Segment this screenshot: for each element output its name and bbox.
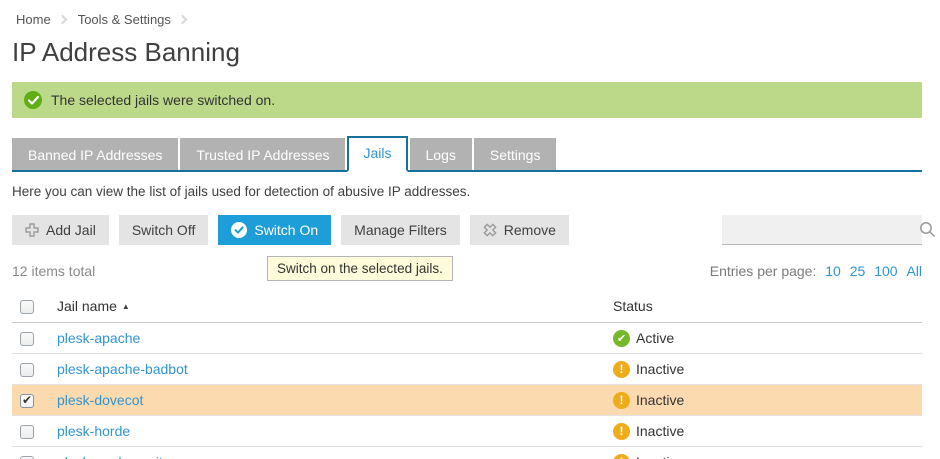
jails-table: Jail name ▲ Status plesk-apache Active pl… bbox=[12, 293, 922, 459]
status-badge: Inactive bbox=[636, 423, 685, 440]
breadcrumb-tools-settings[interactable]: Tools & Settings bbox=[77, 12, 171, 27]
column-header-jail-name[interactable]: Jail name ▲ bbox=[57, 293, 613, 323]
jail-name-header-label: Jail name bbox=[57, 298, 117, 315]
success-banner-message: The selected jails were switched on. bbox=[51, 92, 276, 108]
switch-off-button[interactable]: Switch Off bbox=[118, 215, 209, 245]
tab-trusted-ip-addresses[interactable]: Trusted IP Addresses bbox=[180, 138, 346, 170]
manage-filters-button[interactable]: Manage Filters bbox=[341, 215, 460, 245]
entries-option-all[interactable]: All bbox=[906, 263, 922, 279]
entries-option-25[interactable]: 25 bbox=[849, 263, 866, 279]
status-icon bbox=[613, 360, 630, 378]
status-icon bbox=[613, 422, 630, 440]
table-row: plesk-dovecot Inactive bbox=[12, 384, 922, 416]
switch-on-tooltip: Switch on the selected jails. bbox=[267, 256, 453, 281]
search-box bbox=[722, 215, 936, 245]
status-badge: Inactive bbox=[636, 361, 685, 378]
row-checkbox[interactable] bbox=[20, 393, 34, 409]
x-icon bbox=[483, 223, 497, 237]
remove-button[interactable]: Remove bbox=[469, 215, 569, 245]
tab-logs[interactable]: Logs bbox=[409, 138, 472, 170]
search-icon[interactable] bbox=[919, 221, 936, 238]
add-jail-button[interactable]: Add Jail bbox=[12, 215, 109, 245]
switch-on-label: Switch On bbox=[254, 222, 319, 238]
status-icon bbox=[613, 453, 630, 459]
row-checkbox[interactable] bbox=[20, 425, 34, 440]
tab-jails[interactable]: Jails bbox=[347, 136, 408, 172]
switch-on-button[interactable]: Switch On bbox=[218, 215, 332, 245]
jail-link[interactable]: plesk-dovecot bbox=[57, 392, 144, 409]
column-header-status: Status bbox=[613, 298, 653, 315]
add-jail-label: Add Jail bbox=[46, 222, 96, 238]
status-badge: Inactive bbox=[636, 392, 685, 409]
jail-link[interactable]: plesk-apache-badbot bbox=[57, 361, 188, 378]
table-row: plesk-apache-badbot Inactive bbox=[12, 354, 922, 385]
table-header-row: Jail name ▲ Status bbox=[12, 293, 922, 323]
chevron-right-icon bbox=[57, 14, 68, 25]
entries-per-page: Entries per page: 10 25 100 All bbox=[710, 263, 922, 279]
entries-option-10[interactable]: 10 bbox=[825, 263, 841, 279]
select-all-checkbox[interactable] bbox=[20, 300, 34, 315]
breadcrumb: Home Tools & Settings bbox=[12, 10, 922, 29]
search-input[interactable] bbox=[722, 215, 919, 244]
entries-option-100[interactable]: 100 bbox=[874, 263, 898, 279]
tab-bar: Banned IP Addresses Trusted IP Addresses… bbox=[12, 136, 922, 172]
tab-description: Here you can view the list of jails used… bbox=[12, 184, 471, 199]
remove-label: Remove bbox=[503, 222, 556, 238]
items-total: 12 items total bbox=[12, 263, 96, 279]
check-circle-icon bbox=[231, 222, 248, 238]
sort-asc-icon: ▲ bbox=[121, 302, 130, 312]
table-row: plesk-horde Inactive bbox=[12, 416, 922, 447]
page-title: IP Address Banning bbox=[12, 37, 240, 67]
list-meta-row: 12 items total Switch on the selected ja… bbox=[12, 256, 922, 283]
toolbar: Add Jail Switch Off Switch On Manage Fil… bbox=[12, 215, 936, 245]
table-row: plesk-apache Active bbox=[12, 323, 922, 354]
plus-icon bbox=[25, 223, 39, 237]
status-icon bbox=[613, 391, 630, 409]
jail-link[interactable]: plesk-horde bbox=[57, 423, 131, 440]
table-row: plesk-modsecurity Inactive bbox=[12, 447, 922, 459]
switch-off-label: Switch Off bbox=[131, 222, 196, 238]
status-badge: Inactive bbox=[636, 454, 684, 459]
entries-per-page-label: Entries per page: bbox=[709, 263, 817, 279]
row-checkbox[interactable] bbox=[20, 363, 34, 378]
jail-link[interactable]: plesk-apache bbox=[57, 330, 141, 347]
chevron-right-icon bbox=[177, 14, 188, 25]
row-checkbox[interactable] bbox=[20, 332, 34, 347]
manage-filters-label: Manage Filters bbox=[354, 222, 447, 238]
success-banner: The selected jails were switched on. bbox=[12, 82, 922, 118]
success-check-icon bbox=[24, 91, 42, 109]
tab-banned-ip-addresses[interactable]: Banned IP Addresses bbox=[12, 138, 179, 170]
tab-settings[interactable]: Settings bbox=[473, 138, 557, 170]
breadcrumb-home[interactable]: Home bbox=[16, 12, 51, 27]
status-icon bbox=[613, 329, 630, 347]
toolbar-button-group: Add Jail Switch Off Switch On Manage Fil… bbox=[12, 215, 569, 245]
status-badge: Active bbox=[636, 330, 675, 347]
jail-link[interactable]: plesk-modsecurity bbox=[57, 454, 170, 459]
row-checkbox[interactable] bbox=[20, 456, 34, 459]
